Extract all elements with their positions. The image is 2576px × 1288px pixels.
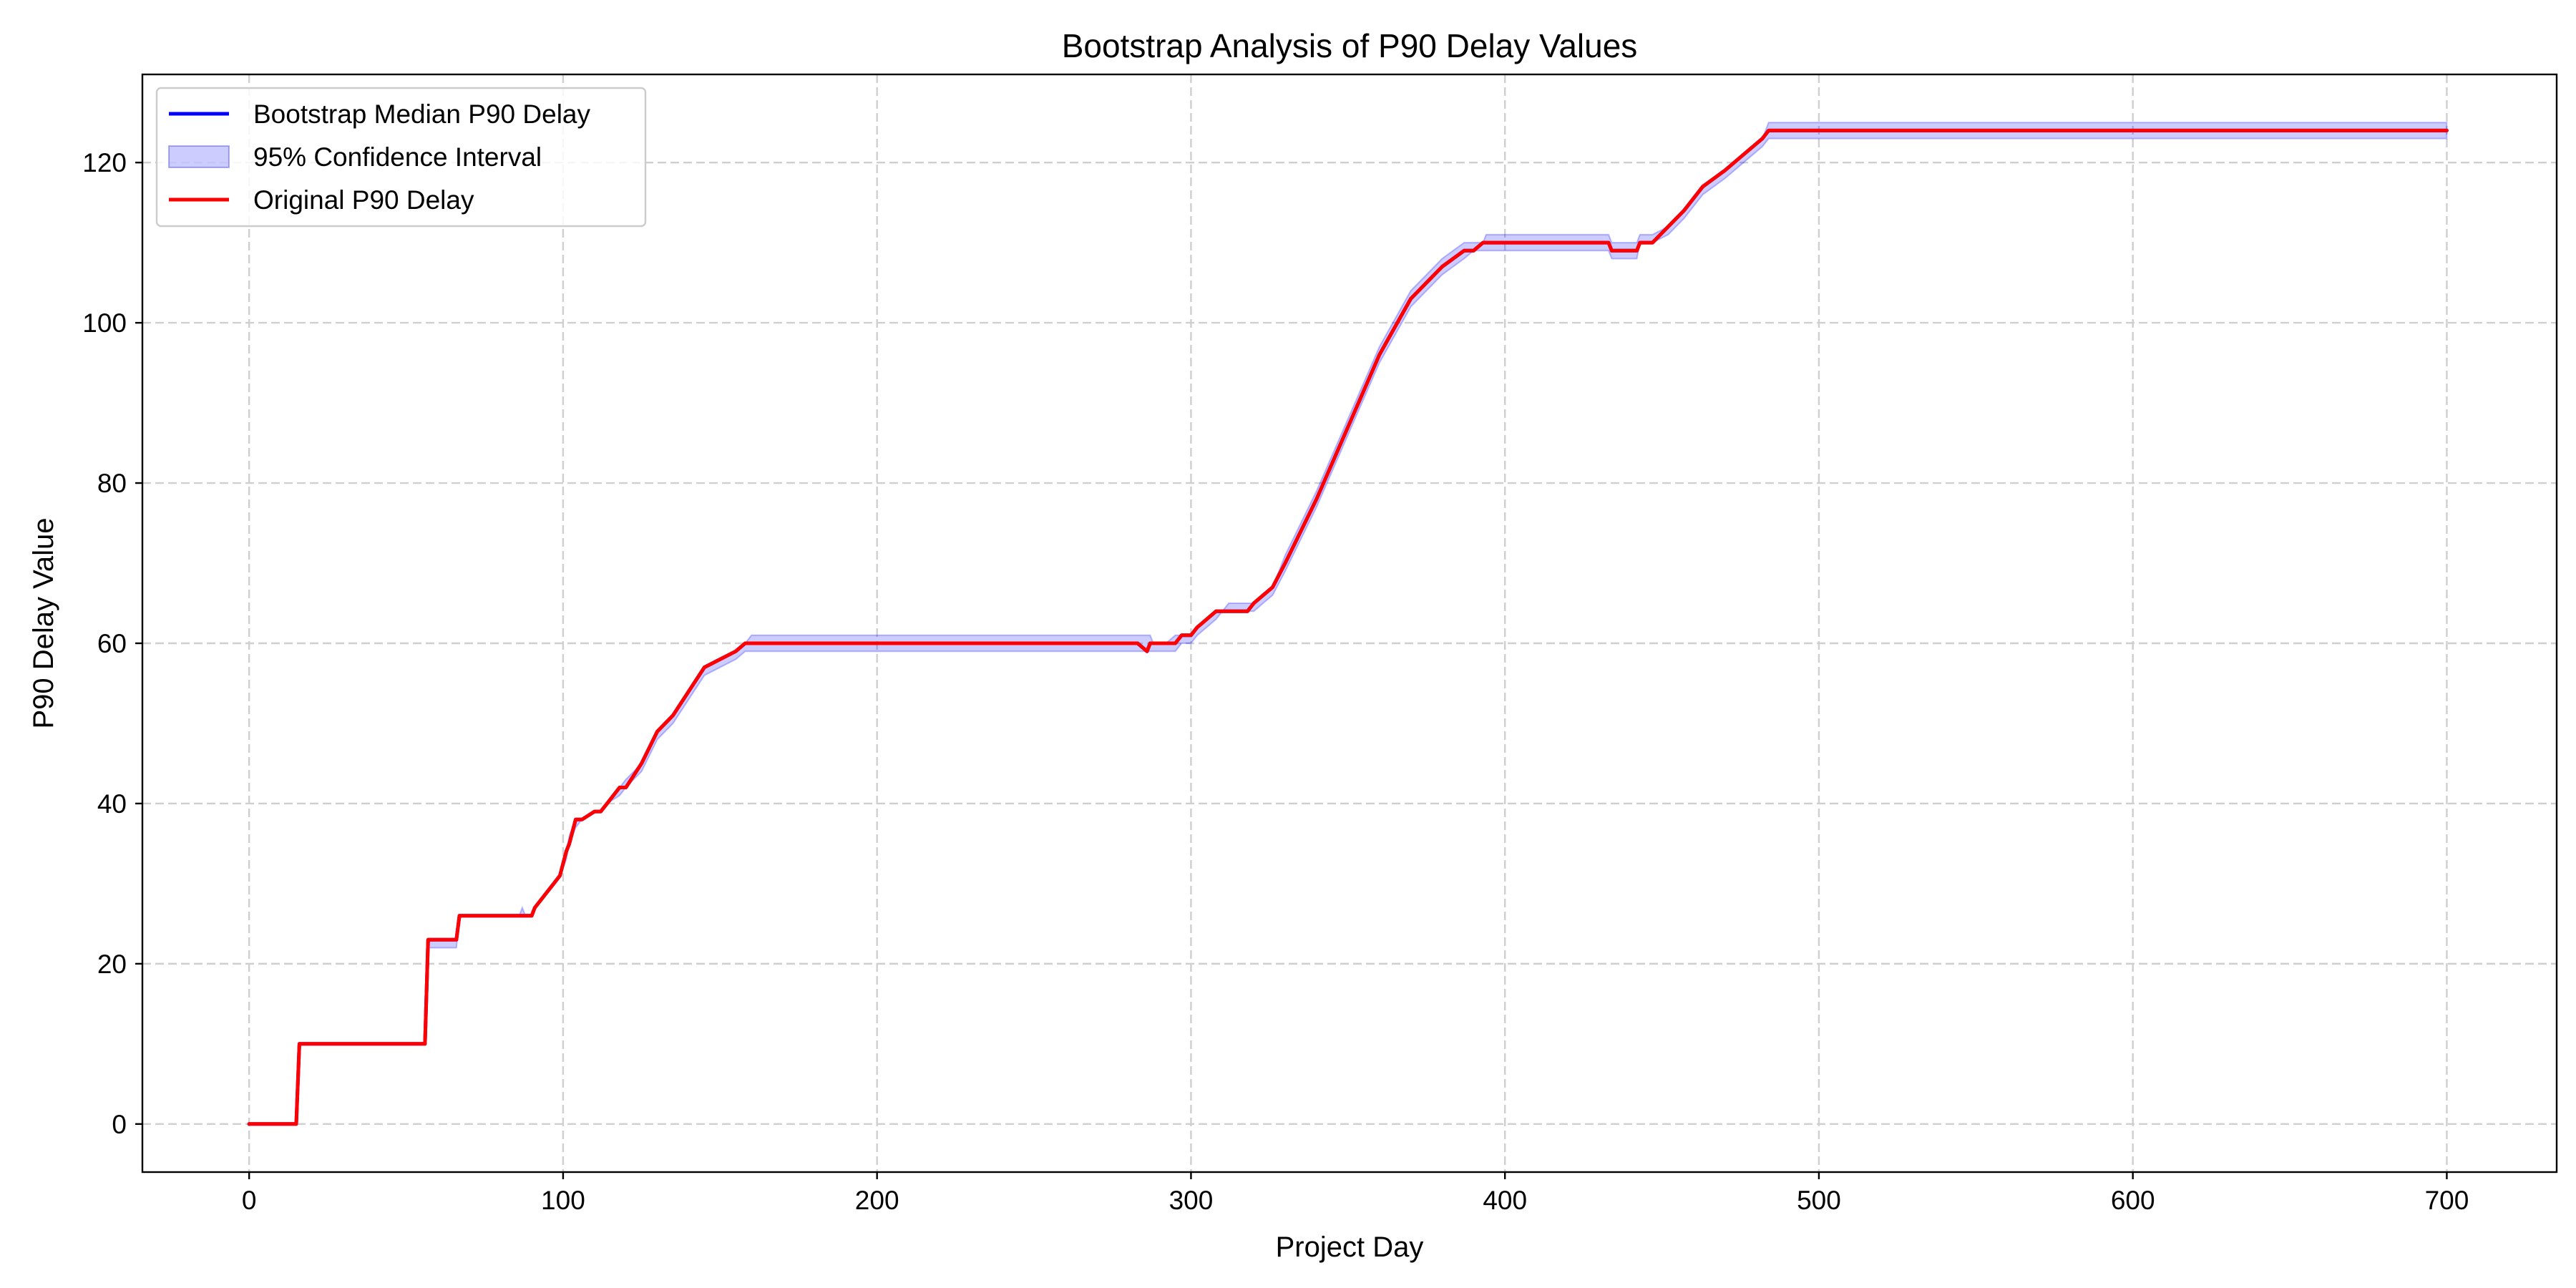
y-axis-label: P90 Delay Value bbox=[28, 518, 59, 729]
x-tick-label: 200 bbox=[855, 1186, 899, 1215]
y-tick-label: 100 bbox=[82, 308, 127, 338]
grid-lines bbox=[142, 74, 2557, 1172]
x-tick-label: 500 bbox=[1797, 1186, 1841, 1215]
legend: Bootstrap Median P90 Delay 95% Confidenc… bbox=[155, 87, 647, 228]
y-tick-label: 20 bbox=[97, 950, 127, 979]
x-tick-label: 700 bbox=[2425, 1186, 2469, 1215]
legend-ci-swatch bbox=[168, 145, 230, 168]
original-p90-line bbox=[247, 128, 2449, 1126]
plot-frame bbox=[141, 73, 2558, 1174]
x-tick-label: 100 bbox=[541, 1186, 585, 1215]
x-tick-label: 400 bbox=[1483, 1186, 1527, 1215]
axis-ticks: 0 100 200 300 400 500 600 700 0 20 40 60 80 100 120 bbox=[82, 148, 2469, 1215]
legend-median-label: Bootstrap Median P90 Delay bbox=[253, 99, 590, 129]
legend-ci-label: 95% Confidence Interval bbox=[253, 142, 542, 172]
legend-box bbox=[155, 87, 647, 228]
x-axis-label: Project Day bbox=[1276, 1231, 1424, 1263]
y-tick-label: 60 bbox=[97, 629, 127, 658]
y-tick-label: 80 bbox=[97, 469, 127, 498]
y-tick-label: 0 bbox=[112, 1110, 127, 1139]
x-tick-label: 300 bbox=[1169, 1186, 1214, 1215]
series-lines-layer bbox=[247, 128, 2449, 1126]
chart-title: Bootstrap Analysis of P90 Delay Values bbox=[1062, 27, 1638, 64]
y-tick-label: 120 bbox=[82, 148, 127, 177]
y-tick-label: 40 bbox=[97, 789, 127, 819]
legend-original-label: Original P90 Delay bbox=[253, 185, 474, 215]
x-tick-label: 0 bbox=[242, 1186, 257, 1215]
x-tick-label: 600 bbox=[2111, 1186, 2155, 1215]
